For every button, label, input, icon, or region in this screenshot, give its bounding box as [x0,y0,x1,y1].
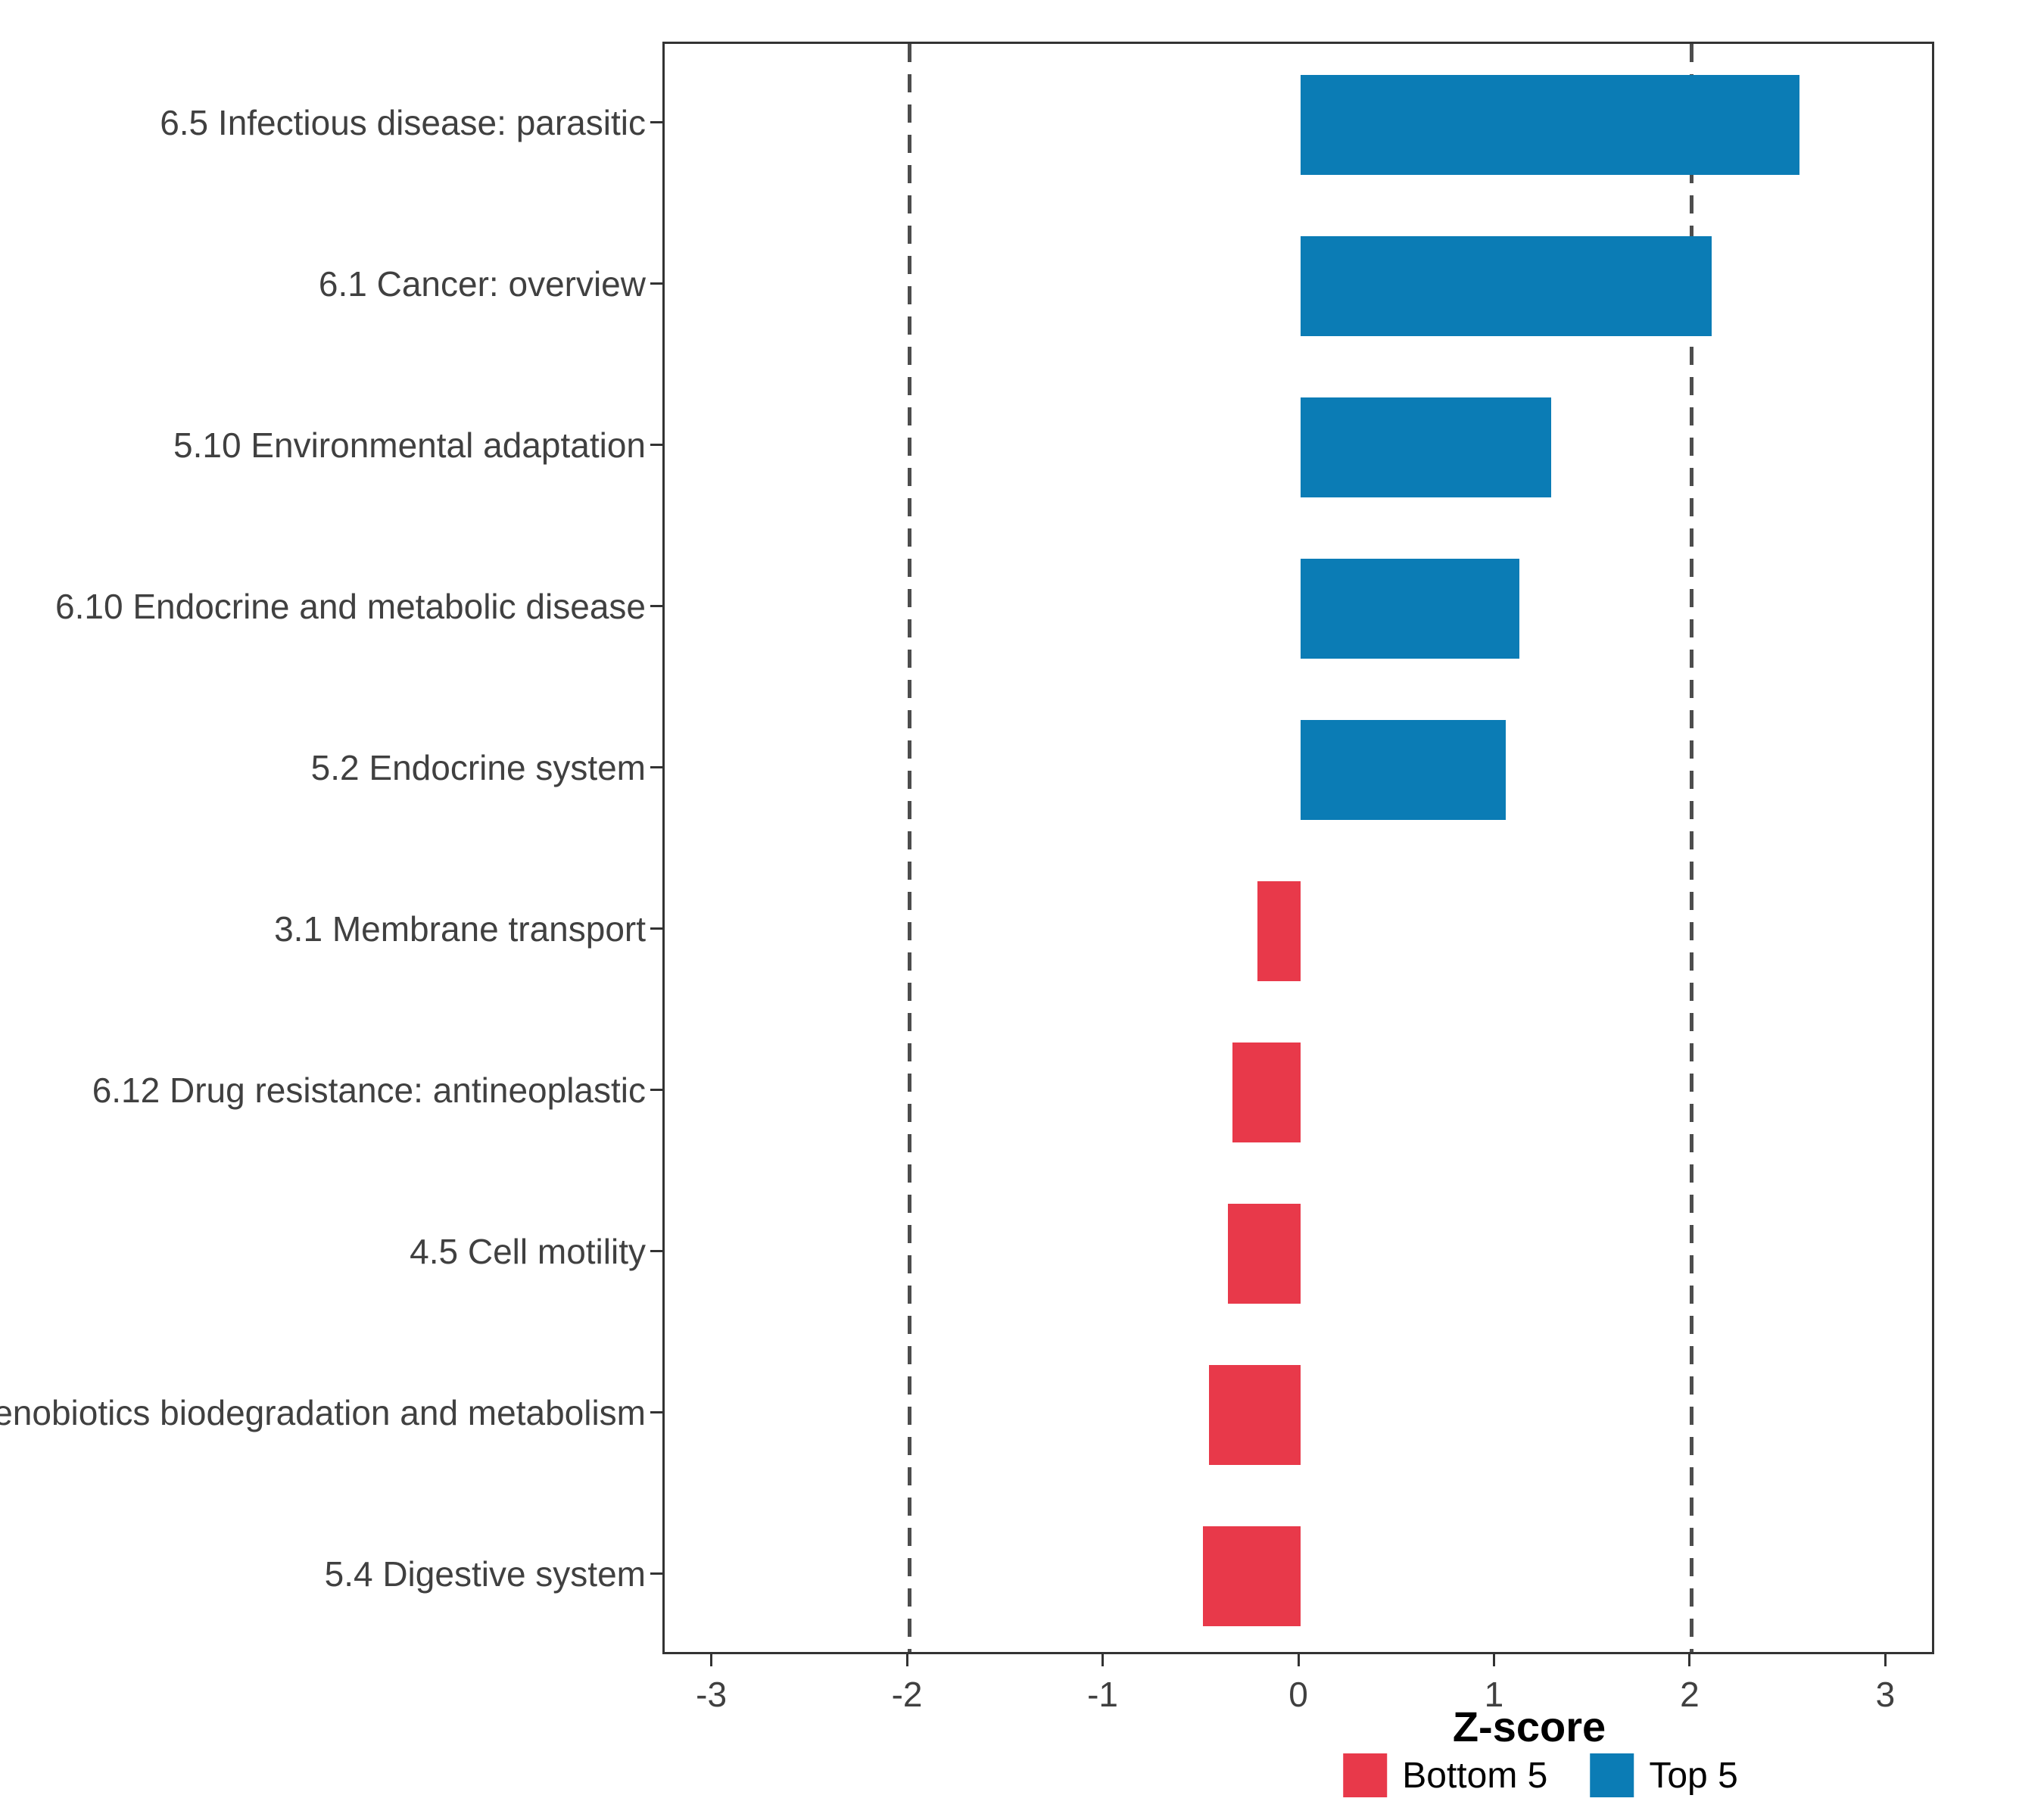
x-tick-mark [710,1654,713,1666]
bar-top5 [1301,74,1800,175]
y-tick-mark [650,1250,662,1252]
category-label: 4.5 Cell motility [410,1231,646,1271]
reference-line--2 [907,44,911,1652]
legend-entry: Bottom 5 [1343,1753,1547,1797]
category-label: 6.12 Drug resistance: antineoplastic [92,1070,646,1110]
y-tick-mark [650,766,662,768]
reference-line-2 [1690,44,1694,1652]
y-tick-mark [650,121,662,123]
bar-bottom5 [1228,1203,1301,1304]
legend-swatch [1343,1753,1388,1797]
bar-bottom5 [1208,1364,1301,1465]
x-tick-label: -2 [891,1675,923,1714]
y-tick-mark [650,605,662,607]
x-tick-mark [1688,1654,1691,1666]
bar-bottom5 [1202,1526,1301,1626]
y-tick-mark [650,282,662,285]
category-label: 6.5 Infectious disease: parasitic [160,102,646,142]
bar-bottom5 [1257,880,1301,981]
bar-top5 [1301,397,1551,497]
bar-bottom5 [1232,1042,1301,1142]
x-tick-label: 3 [1875,1675,1896,1714]
legend-label: Bottom 5 [1402,1755,1548,1796]
legend-swatch [1590,1753,1634,1797]
x-tick-label: -1 [1087,1675,1118,1714]
y-tick-mark [650,1089,662,1091]
category-label: 3.1 Membrane transport [274,908,646,949]
category-label: 6.10 Endocrine and metabolic disease [55,586,646,626]
legend-label: Top 5 [1649,1755,1738,1796]
x-tick-mark [1297,1654,1300,1666]
legend-entry: Top 5 [1590,1753,1738,1797]
category-label: 6.1 Cancer: overview [318,263,646,304]
x-tick-label: 2 [1680,1675,1700,1714]
plot-panel [662,42,1934,1654]
y-tick-mark [650,927,662,930]
y-tick-mark [650,1572,662,1575]
x-tick-mark [1884,1654,1887,1666]
x-tick-mark [905,1654,908,1666]
category-label: 1.11 Xenobiotics biodegradation and meta… [0,1392,646,1432]
x-tick-label: 1 [1484,1675,1504,1714]
x-tick-mark [1492,1654,1495,1666]
y-tick-mark [650,1411,662,1413]
x-tick-mark [1101,1654,1105,1666]
category-label: 5.4 Digestive system [324,1554,646,1594]
x-tick-label: -3 [696,1675,728,1714]
x-tick-label: 0 [1288,1675,1308,1714]
x-axis-title: Z-score [1452,1703,1606,1750]
category-label: 5.10 Environmental adaptation [173,425,646,465]
category-label: 5.2 Endocrine system [310,747,646,787]
bar-top5 [1301,719,1507,820]
y-tick-mark [650,444,662,446]
bar-top5 [1301,558,1520,659]
bar-top5 [1301,235,1712,336]
legend: Bottom 5 Top 5 [1343,1753,1738,1797]
